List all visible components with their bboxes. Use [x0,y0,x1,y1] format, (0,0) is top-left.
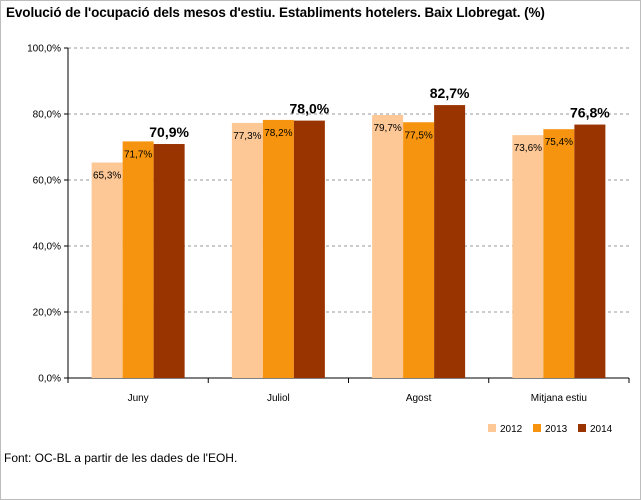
data-label: 77,5% [404,130,432,141]
category-label: Mitjana estiu [531,393,587,404]
y-tick-label: 80,0% [33,110,61,121]
bar-2013 [262,119,294,378]
category-label: Juliol [267,393,290,404]
category-label: Juny [128,393,149,404]
y-tick-label: 20,0% [33,308,61,319]
chart-title: Evolució de l'ocupació dels mesos d'esti… [6,5,545,20]
bar-2014 [293,120,325,378]
bar-2012 [231,122,263,378]
data-label: 82,7% [430,85,470,101]
bar-2013 [122,141,154,378]
legend-label: 2014 [590,424,613,435]
y-tick-label: 40,0% [33,242,61,253]
y-tick-label: 100,0% [27,44,61,55]
legend-swatch [488,424,496,432]
bar-2012 [372,114,404,379]
data-label: 75,4% [545,137,573,148]
bar-2014 [574,124,606,378]
data-label: 65,3% [93,171,121,182]
data-label: 71,7% [124,149,152,160]
data-label: 70,9% [149,124,189,140]
legend-label: 2013 [545,424,568,435]
legend-swatch [578,424,586,432]
data-label: 76,8% [570,105,610,121]
data-label: 77,3% [233,131,261,142]
legend-label: 2012 [500,424,523,435]
bar-2012 [91,162,123,378]
bar-2014 [153,144,185,378]
legend-swatch [533,424,541,432]
data-label: 78,0% [290,101,330,117]
y-tick-label: 0,0% [38,374,61,385]
data-label: 73,6% [514,143,542,154]
bar-2014 [434,105,466,378]
bar-2013 [403,122,435,378]
source-note: Font: OC-BL a partir de les dades de l'E… [4,451,238,465]
bar-2013 [543,129,575,378]
bar-2012 [512,135,544,378]
y-tick-label: 60,0% [33,176,61,187]
data-label: 79,7% [373,123,401,134]
category-label: Agost [406,393,432,404]
data-label: 78,2% [264,128,292,139]
